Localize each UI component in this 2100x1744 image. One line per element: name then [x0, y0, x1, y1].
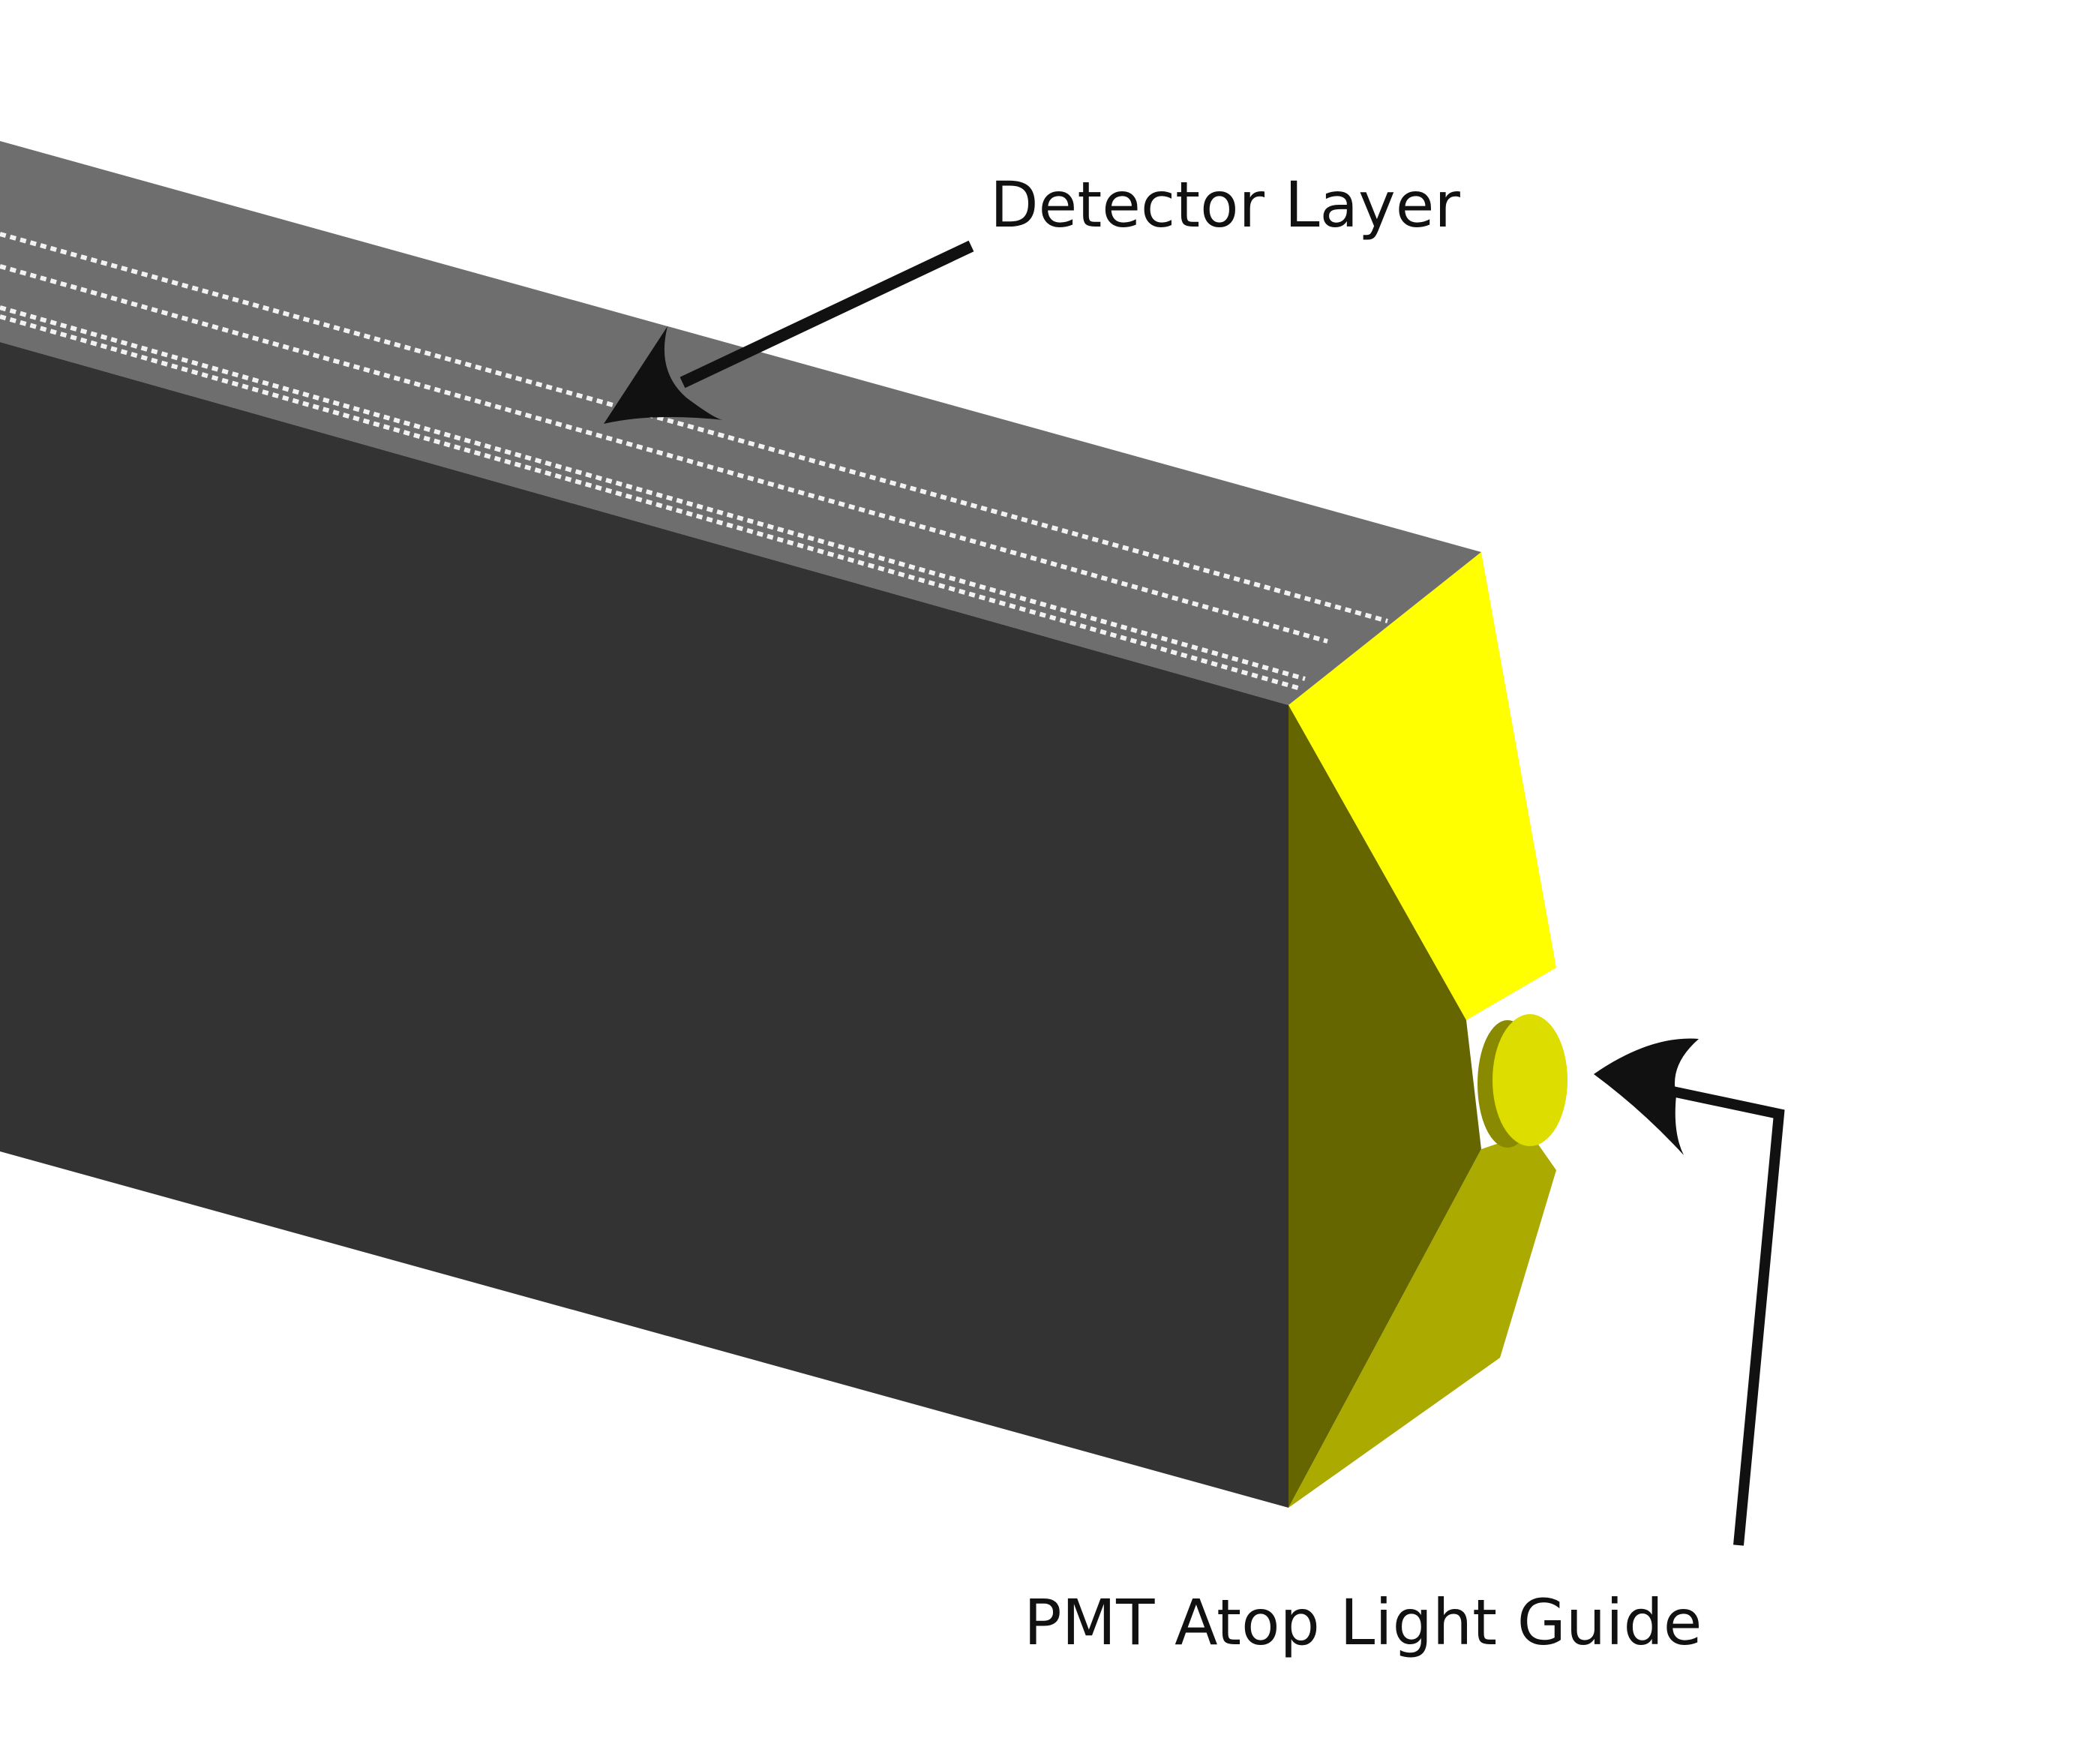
detector-front-face — [0, 342, 1288, 1508]
pmt-face — [1492, 1014, 1568, 1146]
light-guide-top-face — [1288, 552, 1556, 1020]
detector-layer-label: Detector Layer — [990, 168, 1460, 242]
detector-top-face — [0, 141, 1481, 705]
light-guide-lower-face — [1288, 1133, 1556, 1508]
light-guide-side-face — [1288, 705, 1481, 1508]
pmt-light-guide-label: PMT Atop Light Guide — [1024, 1586, 1702, 1659]
detector-strip-lines — [0, 232, 1388, 691]
pmt-arrow — [1594, 1038, 1785, 1546]
detector-layer-arrow — [604, 240, 974, 424]
